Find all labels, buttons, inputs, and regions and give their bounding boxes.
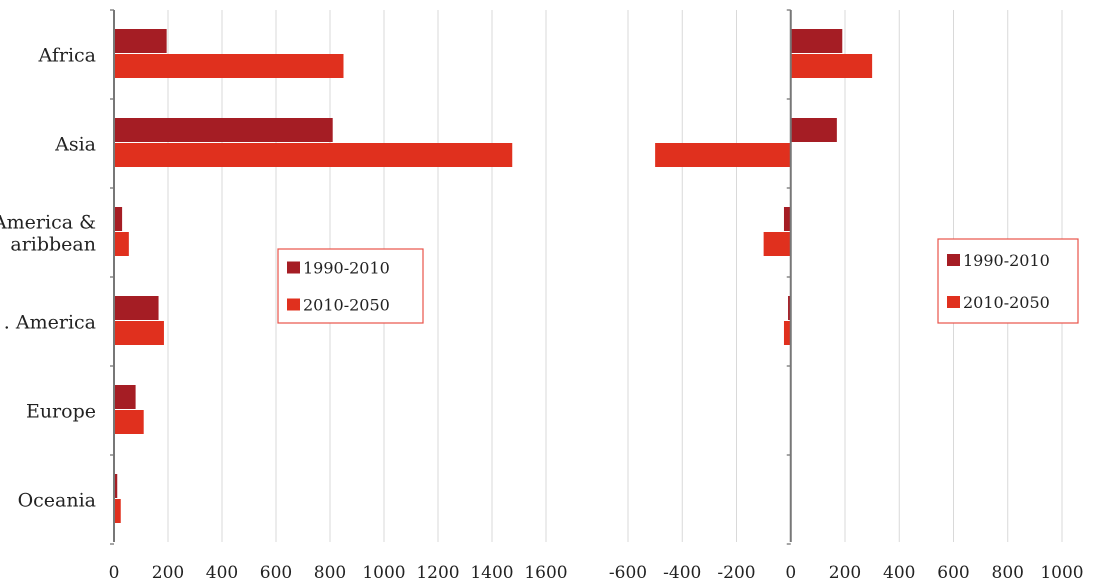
bar-right-s1-c0 xyxy=(790,54,873,78)
bar-right-s0-c2 xyxy=(783,207,791,231)
category-label: Africa xyxy=(37,45,96,67)
x-tick-label: 0 xyxy=(109,563,120,583)
bar-left-s1-c4 xyxy=(114,410,144,434)
legend: 1990-2010 2010-2050 xyxy=(277,248,424,324)
bar-left-s1-c3 xyxy=(114,321,164,345)
category-label: Oceania xyxy=(18,490,96,512)
x-tick-label: 800 xyxy=(314,563,346,583)
bar-left-s0-c2 xyxy=(114,207,123,231)
legend-box xyxy=(277,248,424,324)
category-label: Europe xyxy=(26,401,96,423)
bar-left-s0-c5 xyxy=(114,474,118,498)
legend-box xyxy=(937,238,1079,324)
bar-left-s0-c4 xyxy=(114,385,136,409)
bar-left-s1-c0 xyxy=(114,54,344,78)
x-tick-label: 400 xyxy=(883,563,915,583)
bar-left-s0-c0 xyxy=(114,29,167,53)
legend-swatch xyxy=(287,298,300,311)
legend-label: 2010-2050 xyxy=(963,293,1050,312)
bar-left-s1-c5 xyxy=(114,499,121,523)
x-tick-label: 800 xyxy=(992,563,1024,583)
x-tick-label: 400 xyxy=(206,563,238,583)
x-tick-label: -600 xyxy=(609,563,647,583)
x-tick-label: 0 xyxy=(785,563,796,583)
bar-right-s1-c3 xyxy=(783,321,791,345)
x-tick-label: -400 xyxy=(663,563,701,583)
category-label: America & xyxy=(0,212,96,234)
x-tick-label: -200 xyxy=(717,563,755,583)
legend-label: 2010-2050 xyxy=(303,296,390,315)
legend-swatch xyxy=(947,296,960,308)
x-tick-label: 200 xyxy=(152,563,184,583)
bar-left-s0-c1 xyxy=(114,118,333,142)
category-label: . America xyxy=(4,312,96,334)
category-label: Asia xyxy=(54,134,96,156)
chart-right-panel: -600 -400 -200 0 200 400 600 800 1000 1990-2010 20… xyxy=(609,9,1084,583)
legend: 1990-2010 2010-2050 xyxy=(937,238,1079,324)
bar-left-s1-c2 xyxy=(114,232,129,256)
bar-right-s1-c1 xyxy=(655,143,791,167)
bar-right-s0-c0 xyxy=(790,29,843,53)
bar-left-s1-c1 xyxy=(114,143,513,167)
category-label: aribbean xyxy=(10,234,96,256)
x-tick-label: 600 xyxy=(260,563,292,583)
x-tick-label: 600 xyxy=(937,563,969,583)
chart-left-panel: 0 200 400 600 800 1000 1200 1400 1600 Africa Asia A… xyxy=(0,9,568,583)
x-tick-label: 1600 xyxy=(524,563,567,583)
legend-label: 1990-2010 xyxy=(303,259,390,278)
legend-swatch xyxy=(287,261,300,274)
x-tick-label: 200 xyxy=(829,563,861,583)
x-tick-label: 1000 xyxy=(1040,563,1083,583)
bar-right-s0-c1 xyxy=(790,118,837,142)
x-tick-label: 1000 xyxy=(362,563,405,583)
legend-label: 1990-2010 xyxy=(963,251,1050,270)
x-tick-label: 1200 xyxy=(416,563,459,583)
legend-swatch xyxy=(947,254,960,266)
bar-left-s0-c3 xyxy=(114,296,159,320)
bar-right-s1-c2 xyxy=(763,232,791,256)
x-tick-label: 1400 xyxy=(470,563,513,583)
bar-right-s0-c3 xyxy=(788,296,791,320)
